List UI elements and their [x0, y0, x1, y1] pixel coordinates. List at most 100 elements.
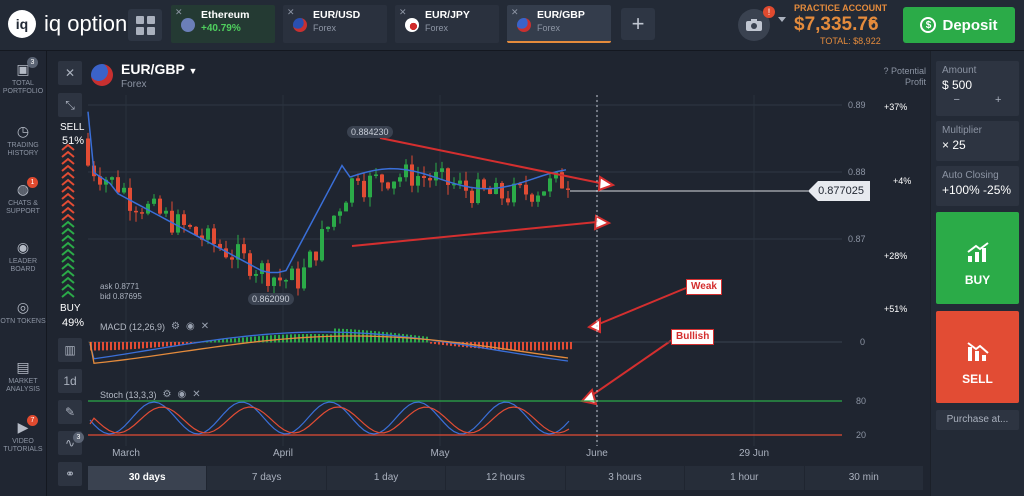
macd-histogram-bar	[242, 337, 244, 343]
macd-histogram-bar	[234, 338, 236, 343]
candle-body	[464, 180, 468, 191]
minus-icon[interactable]: −	[953, 94, 960, 106]
auto-closing-value[interactable]: +100% -25%	[942, 183, 1012, 197]
tab-eur-jpy[interactable]: ✕ EUR/JPY Forex	[395, 5, 499, 43]
stoch-indicator[interactable]: Stoch (13,3,3) ⚙ ◉ ✕	[100, 389, 201, 400]
macd-histogram-bar	[130, 342, 132, 350]
close-icon[interactable]: ✕	[200, 321, 210, 332]
close-chart-button[interactable]: ✕	[58, 61, 82, 85]
chart-area[interactable]	[47, 51, 930, 496]
chart-type-button[interactable]: ▥	[58, 338, 82, 362]
close-icon[interactable]: ✕	[399, 7, 407, 17]
account-type[interactable]: PRACTICE ACCOUNT	[794, 3, 888, 13]
chart-canvas[interactable]: 0.89 0.88 0.87 March April May June 29 Jun 0 80 20	[0, 0, 930, 496]
chevron-down-icon[interactable]	[868, 20, 876, 25]
indicators-button[interactable]: ∿	[58, 431, 82, 455]
token-icon: ◎	[16, 299, 30, 315]
timeframe-30-min[interactable]: 30 min	[804, 466, 924, 490]
gear-icon[interactable]: ⚙	[162, 389, 172, 400]
deposit-button[interactable]: $ Deposit	[903, 7, 1015, 43]
sentiment-chevron	[61, 171, 75, 179]
tab-ethereum[interactable]: ✕ Ethereum +40.79%	[171, 5, 275, 43]
eye-icon[interactable]: ◉	[186, 321, 195, 332]
multiplier-box[interactable]: Multiplier × 25	[936, 121, 1019, 161]
macd-indicator[interactable]: MACD (12,26,9) ⚙ ◉ ✕	[100, 321, 209, 332]
candle-body	[206, 228, 210, 240]
close-icon[interactable]: ✕	[511, 7, 519, 17]
sidebar-item-history[interactable]: ◷ TRADING HISTORY	[0, 123, 46, 158]
gear-icon[interactable]: ⚙	[171, 321, 180, 332]
sentiment-chevron	[61, 206, 75, 214]
candle-body	[458, 180, 462, 184]
macd-histogram-bar	[138, 342, 140, 349]
macd-histogram-bar	[162, 342, 164, 347]
candle-body	[344, 202, 348, 212]
buy-label: BUY	[964, 273, 991, 287]
macd-histogram-bar	[106, 342, 108, 351]
timeframe-1-hour[interactable]: 1 hour	[685, 466, 805, 490]
auto-closing-box[interactable]: Auto Closing +100% -25%	[936, 166, 1019, 206]
amount-box[interactable]: Amount $ 500 − +	[936, 61, 1019, 116]
timeframe-3-hours[interactable]: 3 hours	[565, 466, 686, 490]
sell-button[interactable]: SELL	[936, 311, 1019, 403]
pair-selector[interactable]: EUR/GBP ▼	[121, 61, 197, 77]
macd-histogram-bar	[498, 342, 500, 350]
timeframe-1-day[interactable]: 1 day	[326, 466, 447, 490]
timeframe-button[interactable]: 1d	[58, 369, 82, 393]
buy-button[interactable]: BUY	[936, 212, 1019, 304]
eye-icon[interactable]: ◉	[177, 389, 187, 400]
candle-body	[338, 211, 342, 216]
x-axis-label: May	[431, 448, 450, 459]
sentiment-chevron	[61, 164, 75, 172]
timeframe-12-hours[interactable]: 12 hours	[446, 466, 566, 490]
macd-histogram-bar	[430, 342, 432, 344]
macd-histogram-bar	[230, 338, 232, 343]
account-balance[interactable]: $7,335.76	[794, 14, 879, 35]
macd-histogram-bar	[550, 342, 552, 351]
deposit-label: Deposit	[942, 16, 998, 34]
pen-icon: ✎	[64, 405, 76, 419]
candle-body	[314, 251, 318, 261]
settings-button[interactable]: ⚭	[58, 462, 82, 486]
macd-histogram-bar	[438, 342, 440, 345]
multiplier-value[interactable]: × 25	[942, 138, 966, 152]
add-tab-button[interactable]: +	[621, 8, 655, 40]
close-icon[interactable]: ✕	[175, 7, 183, 17]
macd-histogram-bar	[566, 342, 568, 350]
amount-input[interactable]: $ 500	[942, 78, 973, 92]
sentiment-chevron	[61, 143, 75, 151]
tab-label: EUR/GBP	[537, 9, 585, 21]
asset-grid-button[interactable]	[128, 9, 162, 41]
macd-histogram-bar	[274, 335, 276, 343]
expand-chart-button[interactable]: ⤡	[58, 93, 82, 117]
macd-histogram-bar	[334, 328, 336, 343]
tab-eur-usd[interactable]: ✕ EUR/USD Forex	[283, 5, 387, 43]
tab-eur-gbp[interactable]: ✕ EUR/GBP Forex	[507, 5, 611, 43]
candle-body	[404, 164, 408, 178]
sidebar-item-chats[interactable]: ◍ 1 CHATS & SUPPORT	[0, 177, 46, 216]
sentiment-chevron	[61, 255, 75, 263]
candle-body	[554, 172, 558, 179]
sidebar-item-otn-tokens[interactable]: ◎ OTN TOKENS	[0, 299, 46, 326]
sidebar-item-market-analysis[interactable]: ▤ MARKET ANALYSIS	[0, 359, 46, 394]
candle-body	[488, 189, 492, 194]
ask-price: ask 0.8771	[100, 282, 140, 291]
chevron-down-icon[interactable]	[778, 17, 786, 22]
timeframe-30-days[interactable]: 30 days	[88, 466, 208, 490]
close-icon[interactable]: ✕	[192, 389, 201, 400]
arrow-head	[593, 214, 612, 231]
sentiment-chevron	[61, 227, 75, 235]
plus-icon[interactable]: +	[995, 94, 1002, 106]
close-icon[interactable]: ✕	[287, 7, 295, 17]
candle-body	[110, 177, 114, 180]
macd-histogram-bar	[490, 342, 492, 350]
logo[interactable]: iq iq option	[8, 10, 127, 38]
macd-tick-label: 0	[860, 337, 865, 347]
sidebar-item-leaderboard[interactable]: ◉ LEADER BOARD	[0, 239, 46, 274]
buy-sentiment-label: BUY	[60, 303, 81, 314]
sidebar-item-video-tutorials[interactable]: ▶ 7 VIDEO TUTORIALS	[0, 415, 46, 454]
sidebar-item-portfolio[interactable]: ▣ 3 TOTAL PORTFOLIO	[0, 57, 46, 96]
drawing-tools-button[interactable]: ✎	[58, 400, 82, 424]
timeframe-7-days[interactable]: 7 days	[207, 466, 327, 490]
purchase-at-button[interactable]: Purchase at...	[936, 410, 1019, 430]
